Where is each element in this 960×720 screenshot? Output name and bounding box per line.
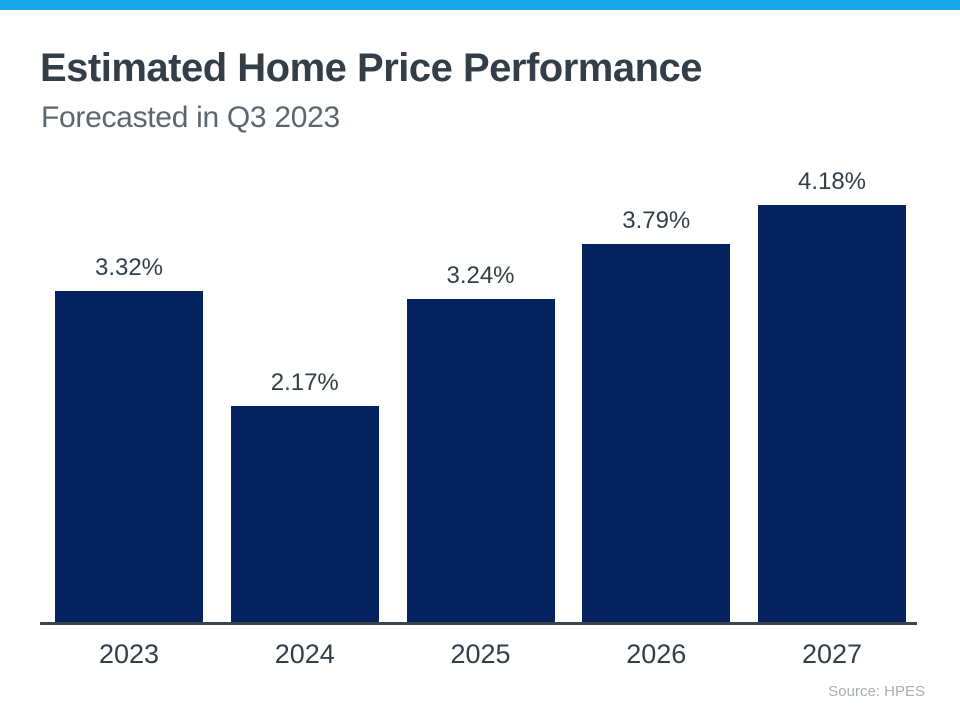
source-note: Source: HPES	[828, 683, 925, 700]
bar-2025	[406, 299, 555, 623]
bar-value-label: 4.18%	[797, 168, 867, 195]
bar-2024	[230, 406, 379, 623]
x-tick-label: 2023	[98, 639, 160, 669]
x-tick-label: 2027	[801, 639, 863, 669]
x-tick-label: 2025	[450, 639, 511, 669]
bar-2023	[55, 291, 203, 623]
page-title: Estimated Home Price Performance	[40, 46, 703, 90]
bar-value-label: 3.24%	[446, 262, 515, 289]
bar-value-label: 3.32%	[94, 254, 164, 281]
bar-value-label: 3.79%	[622, 207, 691, 234]
accent-stripe	[0, 0, 960, 10]
x-axis-line	[40, 622, 917, 625]
bar-2027	[758, 205, 906, 623]
bar-value-label: 2.17%	[270, 369, 339, 396]
x-tick-label: 2026	[626, 639, 687, 669]
page-subtitle: Forecasted in Q3 2023	[41, 101, 340, 134]
bar-2026	[582, 244, 731, 623]
x-tick-label: 2024	[274, 639, 335, 669]
